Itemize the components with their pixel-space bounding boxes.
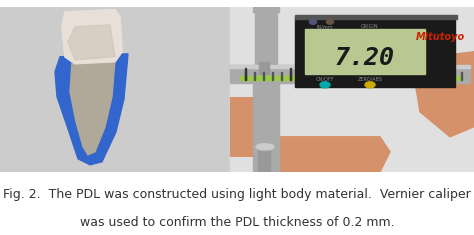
Bar — [255, 7, 277, 69]
Bar — [380, 68, 382, 80]
Bar — [326, 72, 327, 80]
Bar — [254, 72, 255, 80]
Ellipse shape — [256, 144, 274, 150]
Text: Fig. 2.  The PDL was constructed using light body material.  Vernier caliper: Fig. 2. The PDL was constructed using li… — [3, 188, 471, 201]
Bar — [253, 83, 279, 172]
Text: ZERO/ABS: ZERO/ABS — [357, 76, 383, 81]
Polygon shape — [55, 54, 128, 165]
Bar — [461, 72, 462, 80]
Bar — [290, 68, 292, 80]
Bar — [245, 72, 246, 80]
Polygon shape — [68, 25, 115, 60]
Text: Mitutoyo: Mitutoyo — [415, 32, 465, 42]
Bar — [434, 72, 435, 80]
Ellipse shape — [365, 82, 375, 88]
Bar — [335, 68, 337, 80]
Bar — [308, 72, 309, 80]
Polygon shape — [62, 10, 122, 64]
Ellipse shape — [320, 82, 330, 88]
Bar — [380, 72, 381, 80]
Bar — [353, 72, 354, 80]
Bar — [230, 65, 470, 83]
Bar — [295, 17, 455, 87]
Bar — [290, 72, 291, 80]
Bar — [259, 62, 269, 74]
Text: 7.20: 7.20 — [335, 46, 395, 70]
Bar — [0, 7, 230, 172]
Bar — [281, 72, 282, 80]
Text: IN/mm: IN/mm — [317, 24, 333, 29]
Bar — [443, 72, 444, 80]
Text: ON/OFF: ON/OFF — [316, 76, 334, 81]
Polygon shape — [62, 10, 122, 64]
Bar — [240, 76, 460, 80]
Bar — [389, 72, 390, 80]
Ellipse shape — [255, 143, 275, 151]
Bar — [245, 68, 246, 80]
Bar — [425, 72, 426, 80]
Text: was used to confirm the PDL thickness of 0.2 mm.: was used to confirm the PDL thickness of… — [80, 216, 394, 229]
Bar — [416, 72, 417, 80]
Bar — [253, 7, 279, 12]
Bar — [230, 7, 474, 172]
Bar — [344, 72, 345, 80]
Bar — [258, 150, 270, 172]
Polygon shape — [68, 25, 115, 60]
Bar — [362, 72, 363, 80]
Polygon shape — [415, 52, 474, 137]
Bar — [317, 72, 318, 80]
Bar — [425, 68, 427, 80]
Bar — [371, 72, 372, 80]
Bar — [398, 72, 399, 80]
Bar — [305, 29, 425, 74]
Bar — [230, 65, 470, 68]
Ellipse shape — [327, 19, 334, 24]
Ellipse shape — [310, 19, 317, 24]
Bar — [263, 72, 264, 80]
Bar — [335, 72, 336, 80]
Polygon shape — [70, 60, 115, 155]
Polygon shape — [270, 137, 390, 172]
Bar — [272, 72, 273, 80]
Bar — [452, 72, 453, 80]
Bar — [230, 97, 258, 157]
Text: ORIGIN: ORIGIN — [361, 24, 379, 29]
Bar — [407, 72, 408, 80]
Bar — [299, 72, 300, 80]
Bar — [295, 15, 457, 19]
